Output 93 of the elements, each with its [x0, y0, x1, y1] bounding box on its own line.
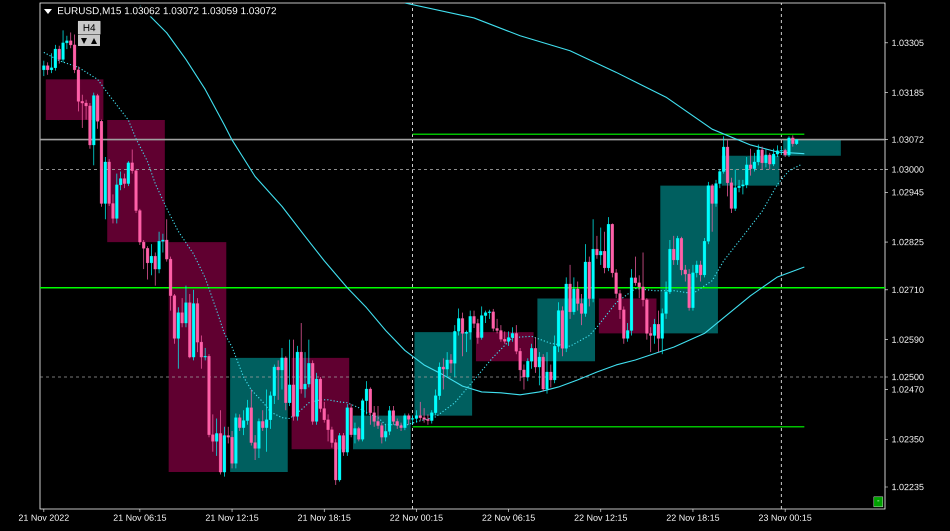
candlestick: [407, 413, 410, 426]
candlestick: [150, 244, 153, 276]
x-tick-label: 21 Nov 12:15: [206, 514, 258, 521]
x-tick-label: 21 Nov 18:15: [298, 514, 351, 521]
chart-title: EURUSD,M15 1.03062 1.03072 1.03059 1.03072: [58, 7, 276, 16]
candlestick: [58, 45, 61, 64]
candlestick: [492, 308, 495, 332]
candlestick: [388, 406, 392, 436]
candlestick: [303, 352, 307, 398]
candlestick: [653, 318, 656, 344]
candlestick: [422, 408, 426, 424]
candlestick: [261, 410, 264, 432]
annotation: H4: [84, 24, 96, 32]
candlestick: [126, 160, 130, 186]
candlestick: [768, 152, 772, 170]
x-tick-label: 21 Nov 2022: [18, 514, 69, 521]
x-tick-label: 22 Nov 12:15: [574, 514, 628, 521]
candlestick: [418, 402, 422, 421]
candlestick: [403, 413, 406, 430]
line-series: [404, 2, 805, 154]
y-tick-label: 1.03000: [892, 166, 924, 173]
candlestick: [184, 285, 188, 328]
y-tick-label: 1.03185: [892, 89, 924, 96]
candlestick: [54, 44, 57, 72]
candlestick: [634, 256, 637, 286]
candlestick: [442, 358, 445, 390]
candlestick: [204, 348, 207, 361]
candlestick: [342, 432, 345, 456]
candlestick: [122, 173, 126, 188]
candlestick: [215, 418, 218, 456]
candlestick: [549, 364, 552, 388]
candlestick: [50, 52, 54, 74]
candlestick: [446, 352, 449, 378]
candlestick: [791, 135, 794, 147]
candlestick: [400, 422, 403, 432]
candlestick: [749, 148, 752, 176]
candlestick: [699, 260, 702, 282]
candlestick: [507, 330, 510, 346]
candlestick: [772, 148, 776, 166]
candlestick: [572, 277, 576, 316]
candlestick: [42, 60, 46, 76]
candlestick: [710, 184, 714, 232]
candlestick: [460, 312, 464, 357]
candlestick: [488, 309, 491, 320]
x-tick-label: 21 Nov 06:15: [114, 514, 166, 521]
candlestick: [745, 156, 748, 188]
candlestick: [510, 326, 514, 342]
candlestick: [154, 252, 157, 286]
candlestick: [764, 149, 768, 168]
candlestick: [603, 231, 606, 274]
candlestick: [734, 169, 737, 212]
candlestick: [595, 236, 598, 260]
candlestick: [449, 354, 453, 374]
candlestick: [280, 348, 284, 390]
y-tick-label: 1.02350: [892, 436, 924, 442]
y-tick-label: 1.03072: [892, 136, 924, 143]
candlestick: [760, 146, 764, 170]
y-tick-label: 1.02590: [892, 336, 924, 343]
candlestick: [265, 389, 268, 452]
y-tick-label: 1.02945: [892, 189, 924, 196]
candlestick: [62, 30, 65, 63]
candlestick: [656, 310, 660, 352]
x-tick-label: 23 Nov 00:15: [758, 514, 812, 521]
candlestick: [353, 422, 356, 444]
candlestick: [672, 236, 676, 266]
candlestick: [46, 62, 50, 76]
candlestick: [468, 310, 472, 340]
candlestick: [288, 339, 292, 406]
candlestick: [534, 337, 538, 374]
candlestick: [480, 306, 484, 340]
candlestick: [368, 387, 372, 426]
candlestick: [414, 410, 418, 424]
candlestick: [357, 426, 360, 442]
y-tick-label: 1.02470: [892, 386, 924, 393]
candlestick: [752, 152, 756, 172]
candlestick: [238, 414, 242, 432]
x-tick-label: 22 Nov 06:15: [482, 514, 535, 521]
y-tick-label: 1.03305: [892, 40, 924, 46]
x-tick-label: 22 Nov 00:15: [390, 514, 443, 521]
candlestick: [146, 246, 150, 280]
candlestick: [276, 360, 280, 400]
candlestick: [787, 136, 791, 158]
candlestick: [538, 352, 541, 386]
candlestick: [180, 298, 184, 328]
y-tick-label: 1.02235: [892, 484, 924, 490]
candlestick: [392, 406, 395, 426]
y-tick-label: 1.02500: [892, 374, 924, 380]
y-tick-label: 1.02825: [892, 238, 924, 246]
y-tick-label: 1.02710: [892, 286, 924, 294]
candlestick: [599, 227, 602, 266]
x-tick-label: 22 Nov 18:15: [666, 514, 720, 521]
candlestick: [545, 352, 549, 394]
candlestick: [676, 236, 680, 266]
